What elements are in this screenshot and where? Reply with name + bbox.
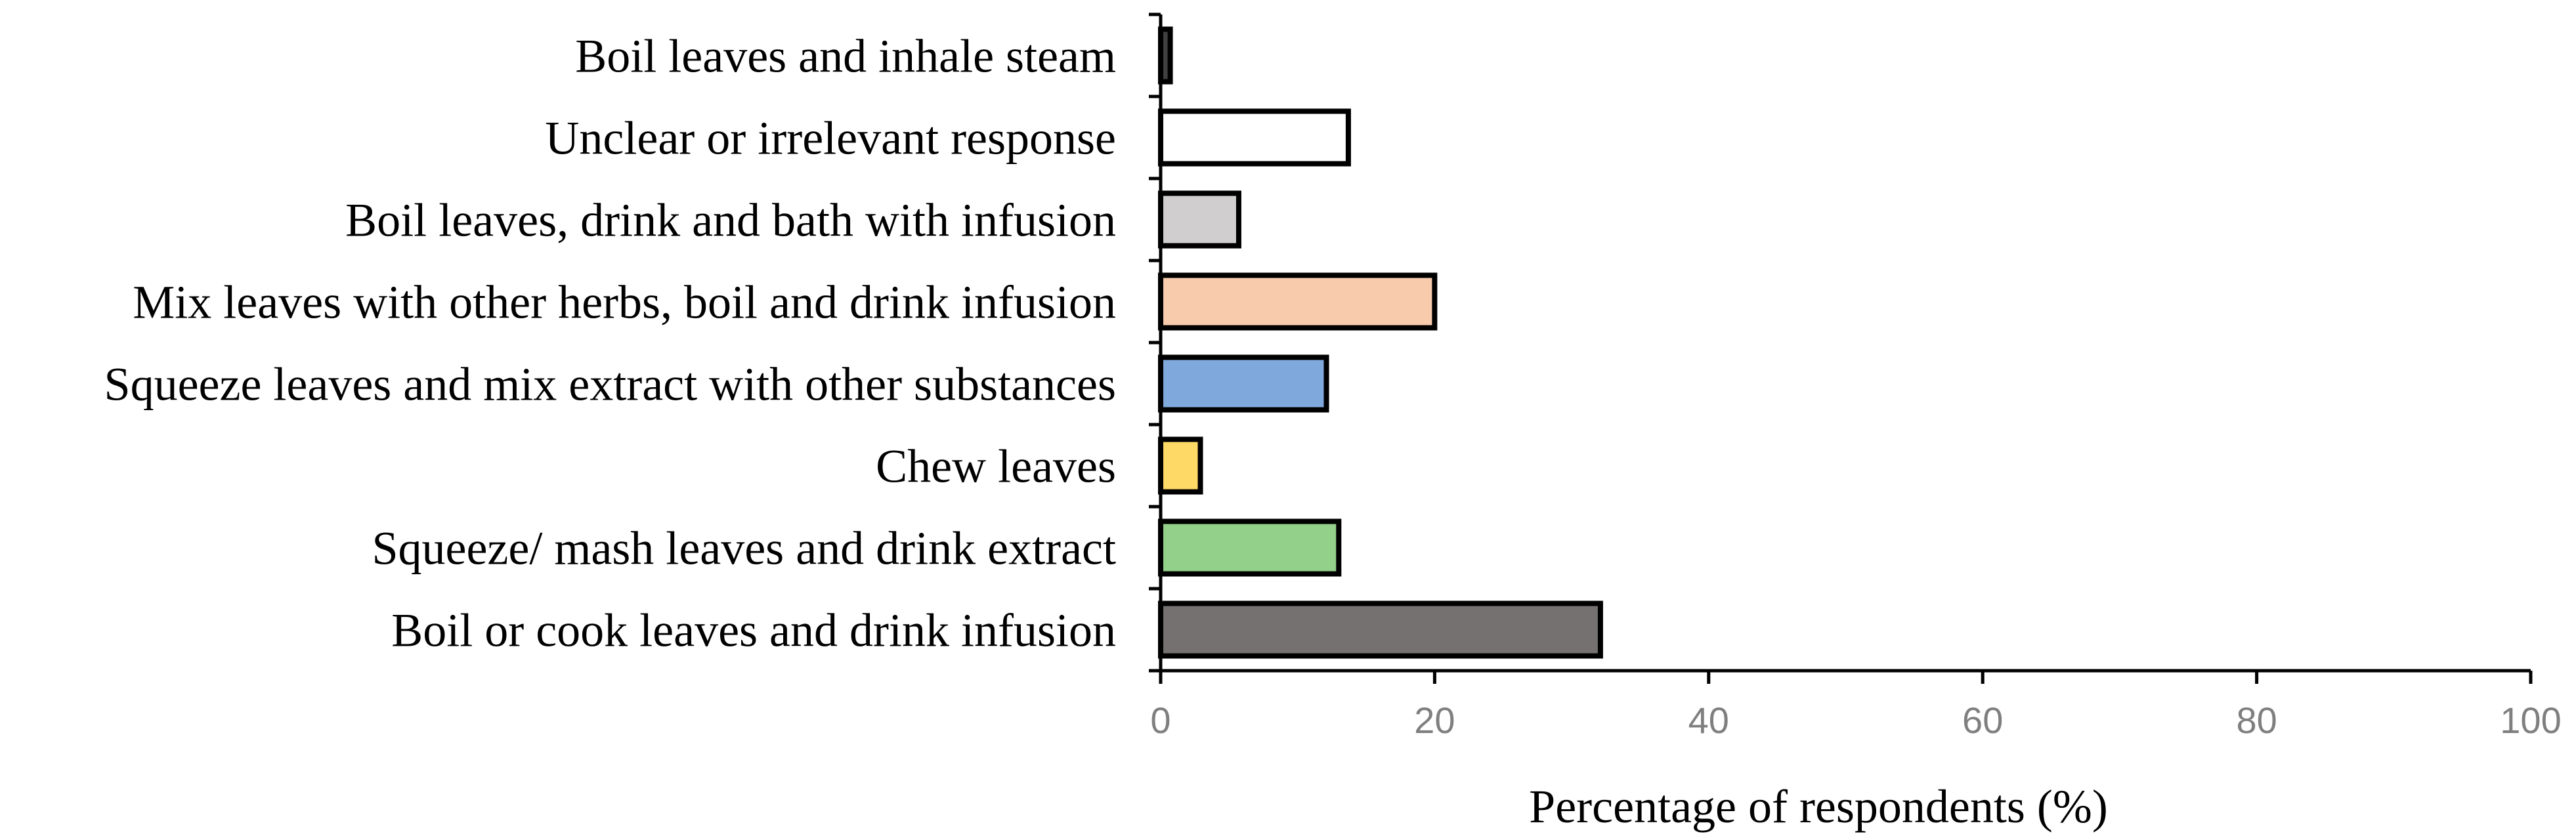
x-tick-label-20: 20 (1414, 700, 1455, 741)
x-tick-label-60: 60 (1962, 700, 2003, 741)
bar-3 (1158, 190, 1241, 249)
bar-6 (1158, 436, 1203, 495)
category-label-2: Unclear or irrelevant response (545, 112, 1116, 165)
category-labels: Boil leaves and inhale steam Unclear or i… (104, 30, 1116, 657)
bar-2 (1158, 108, 1351, 167)
x-axis-title: Percentage of respondents (%) (1529, 780, 2108, 833)
bar-8 (1158, 600, 1603, 659)
bar-5 (1158, 354, 1329, 413)
x-tick-label-80: 80 (2236, 700, 2277, 741)
bar-4 (1158, 272, 1438, 331)
category-label-1: Boil leaves and inhale steam (575, 30, 1116, 83)
category-label-5: Squeeze leaves and mix extract with othe… (104, 358, 1116, 411)
bar-7 (1158, 518, 1342, 577)
category-label-4: Mix leaves with other herbs, boil and dr… (133, 276, 1116, 329)
category-label-8: Boil or cook leaves and drink infusion (391, 604, 1116, 657)
x-ticks-group: 0 20 40 60 80 100 (1150, 671, 2562, 741)
category-label-7: Squeeze/ mash leaves and drink extract (372, 522, 1116, 575)
bars-group (1158, 26, 1603, 659)
category-label-3: Boil leaves, drink and bath with infusio… (345, 194, 1116, 247)
x-tick-label-40: 40 (1688, 700, 1729, 741)
x-tick-label-0: 0 (1150, 700, 1170, 741)
x-tick-label-100: 100 (2500, 700, 2561, 741)
category-label-6: Chew leaves (876, 440, 1116, 493)
axes-group (1149, 12, 2531, 673)
